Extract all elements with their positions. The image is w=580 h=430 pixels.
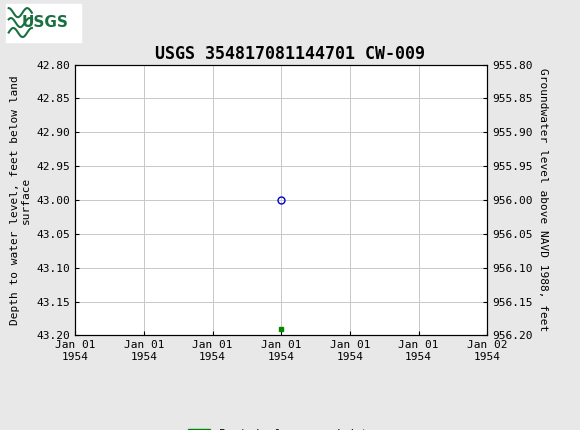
- Text: USGS 354817081144701 CW-009: USGS 354817081144701 CW-009: [155, 45, 425, 63]
- Y-axis label: Groundwater level above NAVD 1988, feet: Groundwater level above NAVD 1988, feet: [538, 68, 548, 332]
- Legend: Period of approved data: Period of approved data: [184, 425, 379, 430]
- Text: USGS: USGS: [21, 15, 68, 30]
- FancyBboxPatch shape: [6, 3, 81, 42]
- Y-axis label: Depth to water level, feet below land
surface: Depth to water level, feet below land su…: [10, 75, 31, 325]
